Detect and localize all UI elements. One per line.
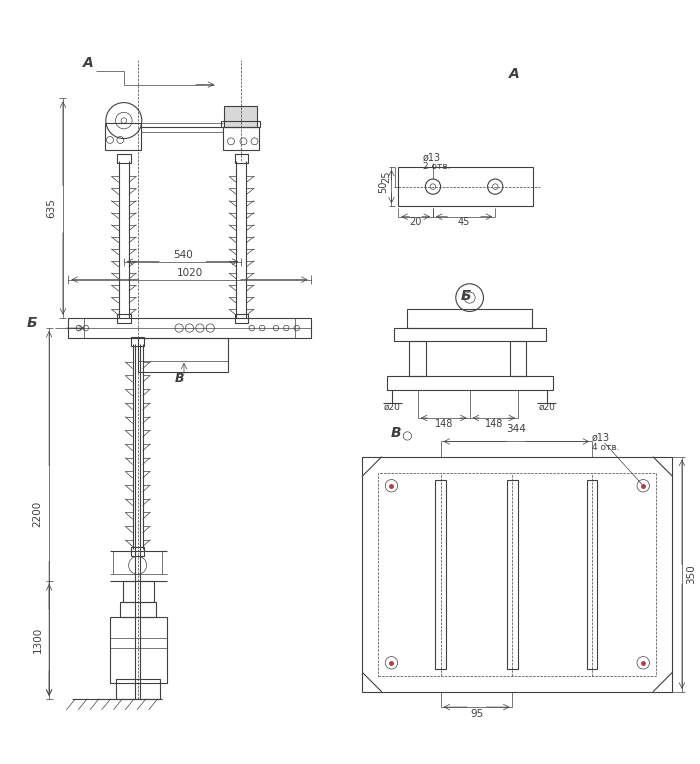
Bar: [295, 318, 311, 338]
Text: 20: 20: [410, 217, 422, 227]
Bar: [410, 341, 426, 377]
Bar: [234, 314, 248, 323]
Text: B: B: [391, 426, 401, 440]
Bar: [105, 123, 141, 150]
Bar: [407, 309, 532, 328]
Bar: [221, 121, 260, 127]
Bar: [398, 167, 533, 206]
Text: Б: Б: [27, 316, 37, 330]
Bar: [378, 473, 657, 676]
Text: 45: 45: [458, 217, 470, 227]
Bar: [117, 314, 131, 323]
Text: 50: 50: [378, 180, 388, 193]
Text: A: A: [83, 57, 93, 70]
Text: 95: 95: [470, 709, 483, 719]
Bar: [117, 154, 131, 163]
Text: 2200: 2200: [32, 500, 43, 526]
Text: 1300: 1300: [32, 626, 43, 653]
Bar: [69, 318, 84, 338]
Text: Б: Б: [461, 290, 472, 303]
Bar: [224, 106, 258, 127]
Bar: [110, 617, 167, 683]
Bar: [393, 328, 546, 341]
Bar: [131, 547, 144, 556]
Text: 344: 344: [506, 425, 526, 435]
Text: B: B: [174, 372, 184, 385]
Text: 4 отв.: 4 отв.: [592, 443, 620, 452]
Text: 25: 25: [382, 170, 391, 183]
Bar: [138, 338, 228, 371]
Bar: [120, 602, 156, 617]
Text: 350: 350: [687, 565, 696, 584]
Bar: [123, 581, 153, 602]
Text: 1020: 1020: [176, 268, 202, 278]
Text: 635: 635: [46, 199, 56, 219]
Text: 148: 148: [484, 419, 503, 429]
Bar: [223, 127, 259, 150]
Bar: [363, 457, 672, 692]
Bar: [435, 480, 446, 669]
Bar: [510, 341, 526, 377]
Bar: [587, 480, 597, 669]
Text: 540: 540: [173, 251, 193, 261]
Bar: [386, 377, 552, 390]
Text: A: A: [509, 66, 520, 81]
Bar: [131, 337, 144, 346]
Text: ø20: ø20: [538, 403, 556, 412]
Bar: [508, 480, 518, 669]
Text: 148: 148: [435, 419, 453, 429]
Bar: [234, 154, 248, 163]
Text: ø13: ø13: [423, 153, 441, 163]
Text: 2 отв.: 2 отв.: [423, 162, 450, 171]
Bar: [69, 318, 311, 338]
Bar: [116, 679, 160, 699]
Text: ø20: ø20: [384, 403, 400, 412]
Text: ø13: ø13: [592, 432, 610, 443]
